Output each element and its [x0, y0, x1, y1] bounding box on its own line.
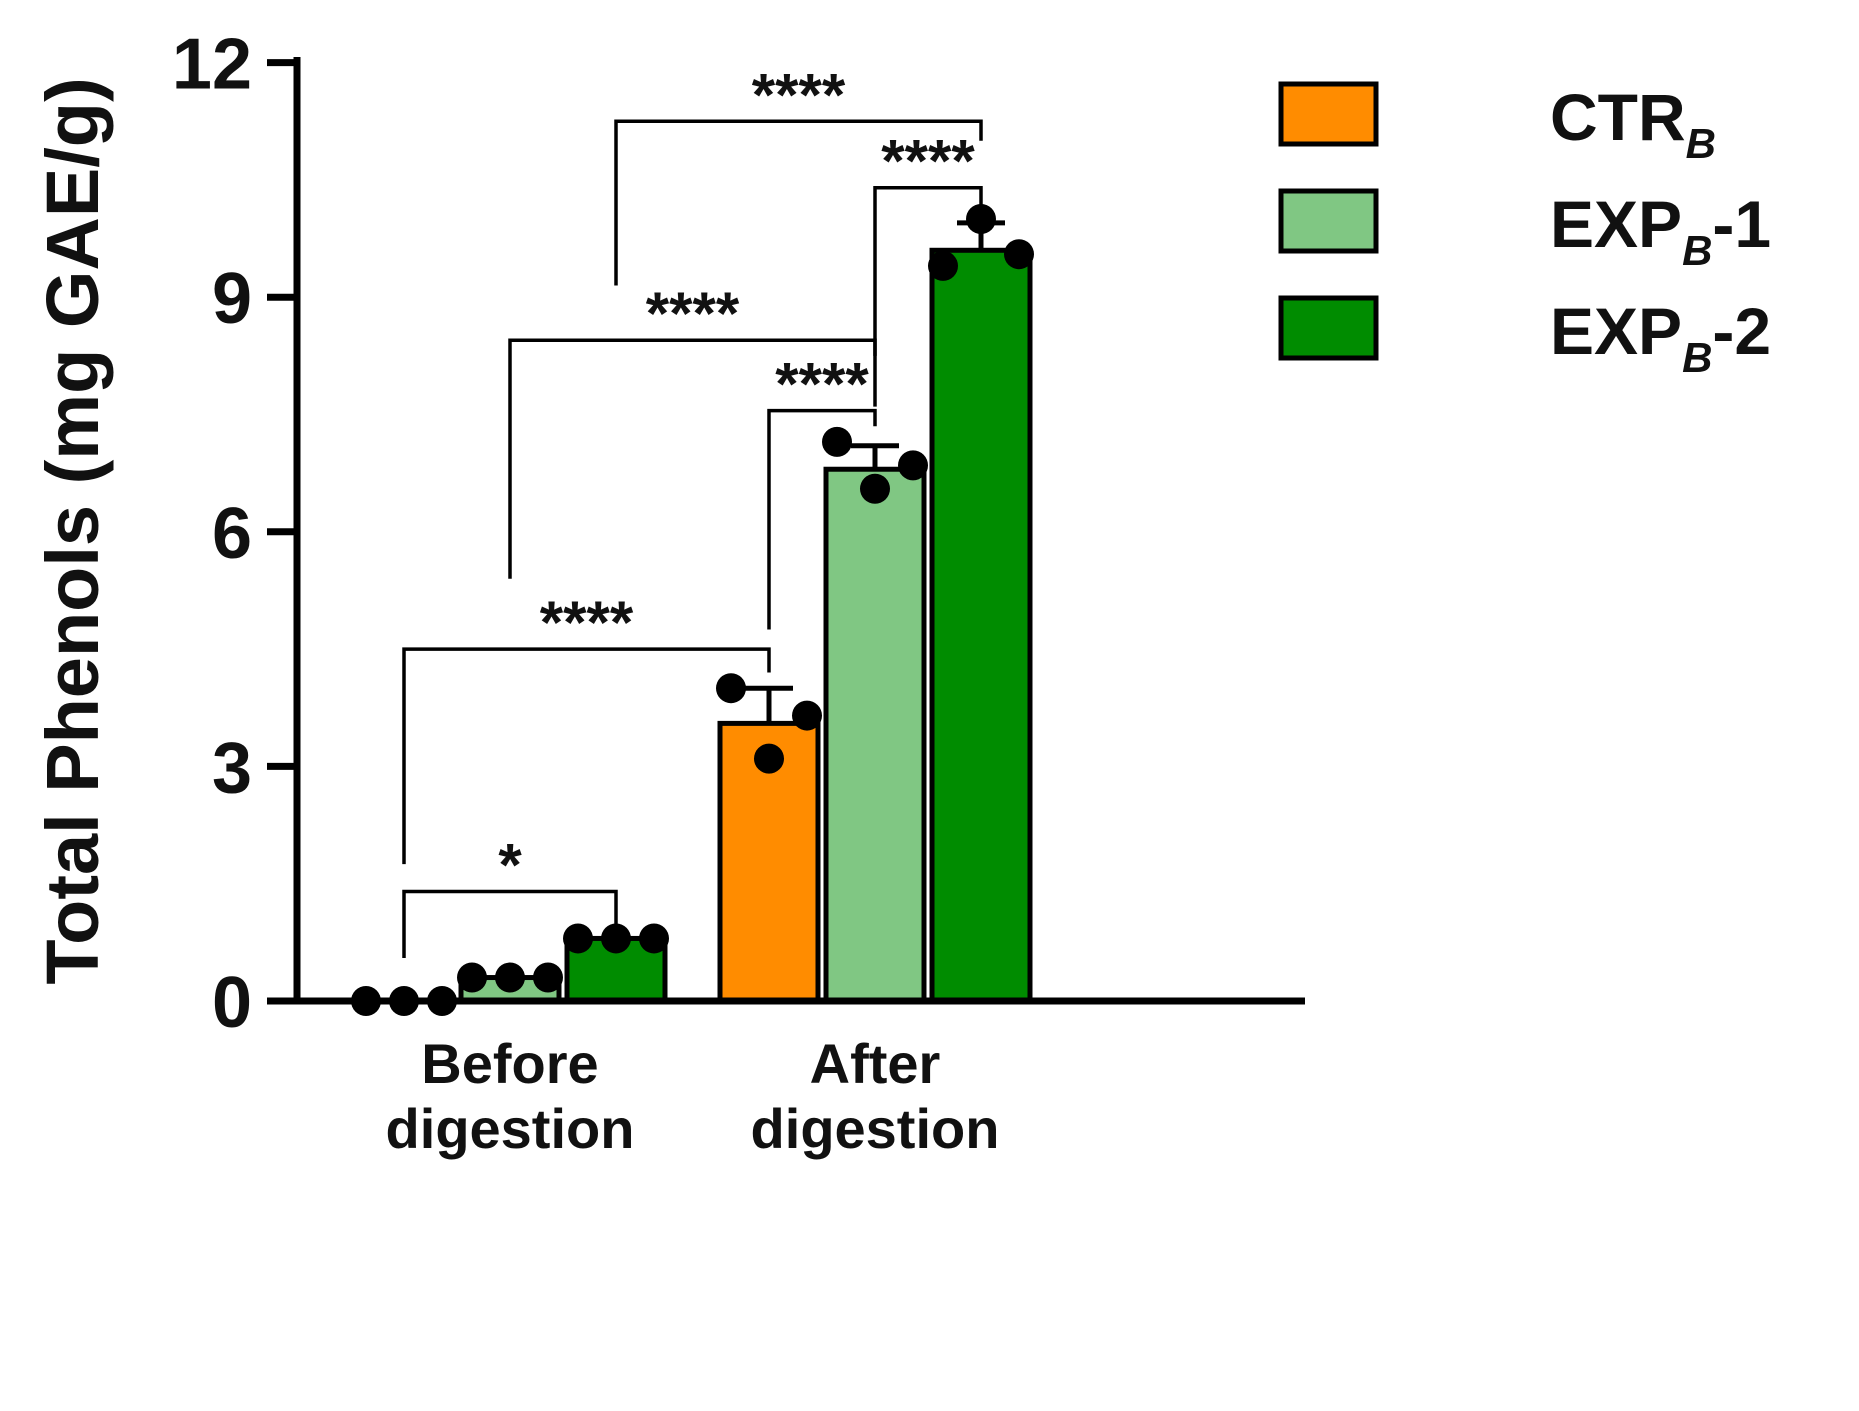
significance-label: **** — [540, 589, 634, 656]
legend-swatch — [1278, 295, 1379, 361]
data-point — [928, 250, 958, 281]
data-point — [754, 743, 784, 774]
data-point — [457, 962, 487, 993]
legend-swatch — [1278, 188, 1379, 254]
data-point — [563, 923, 593, 954]
data-point — [792, 700, 822, 731]
category-label: Before — [421, 1032, 598, 1095]
significance-bracket — [873, 185, 983, 407]
y-tick-label: 9 — [212, 259, 252, 339]
data-point — [860, 473, 890, 504]
category-label: digestion — [751, 1097, 1000, 1160]
y-tick-label: 6 — [212, 494, 252, 574]
data-point — [1004, 239, 1034, 270]
data-point — [716, 673, 746, 704]
significance-label: **** — [646, 280, 740, 347]
significance-label: **** — [775, 351, 869, 418]
legend-label: EXPB-2 — [1550, 294, 1771, 381]
bar — [823, 466, 927, 1004]
significance-label: * — [498, 832, 522, 899]
data-point — [966, 204, 996, 234]
significance-label: **** — [752, 61, 846, 128]
data-point — [495, 962, 525, 993]
significance-bracket — [767, 408, 877, 630]
data-point — [533, 962, 563, 993]
significance-bracket — [402, 647, 771, 865]
marks-layer — [351, 204, 1034, 1016]
bar — [929, 247, 1033, 1004]
data-point — [601, 923, 631, 954]
legend-label: EXPB-1 — [1550, 187, 1771, 274]
significance-bracket — [614, 119, 983, 286]
data-point — [639, 923, 669, 954]
significance-label: **** — [881, 128, 975, 195]
y-tick-label: 0 — [212, 963, 252, 1043]
data-point — [898, 450, 928, 481]
category-label: After — [810, 1032, 941, 1095]
data-point — [822, 426, 852, 457]
y-tick-label: 12 — [172, 25, 252, 105]
legend: CTRB EXPB-1 EXPB-2 — [1278, 80, 1771, 381]
legend-swatch — [1278, 81, 1379, 147]
category-label: digestion — [386, 1097, 635, 1160]
y-axis-title: Total Phenols (mg GAE/g) — [31, 77, 114, 984]
significance-bracket — [402, 889, 618, 958]
legend-label: CTRB — [1550, 80, 1716, 167]
y-tick-label: 3 — [212, 728, 252, 808]
significance-layer: ********************* — [402, 61, 983, 958]
